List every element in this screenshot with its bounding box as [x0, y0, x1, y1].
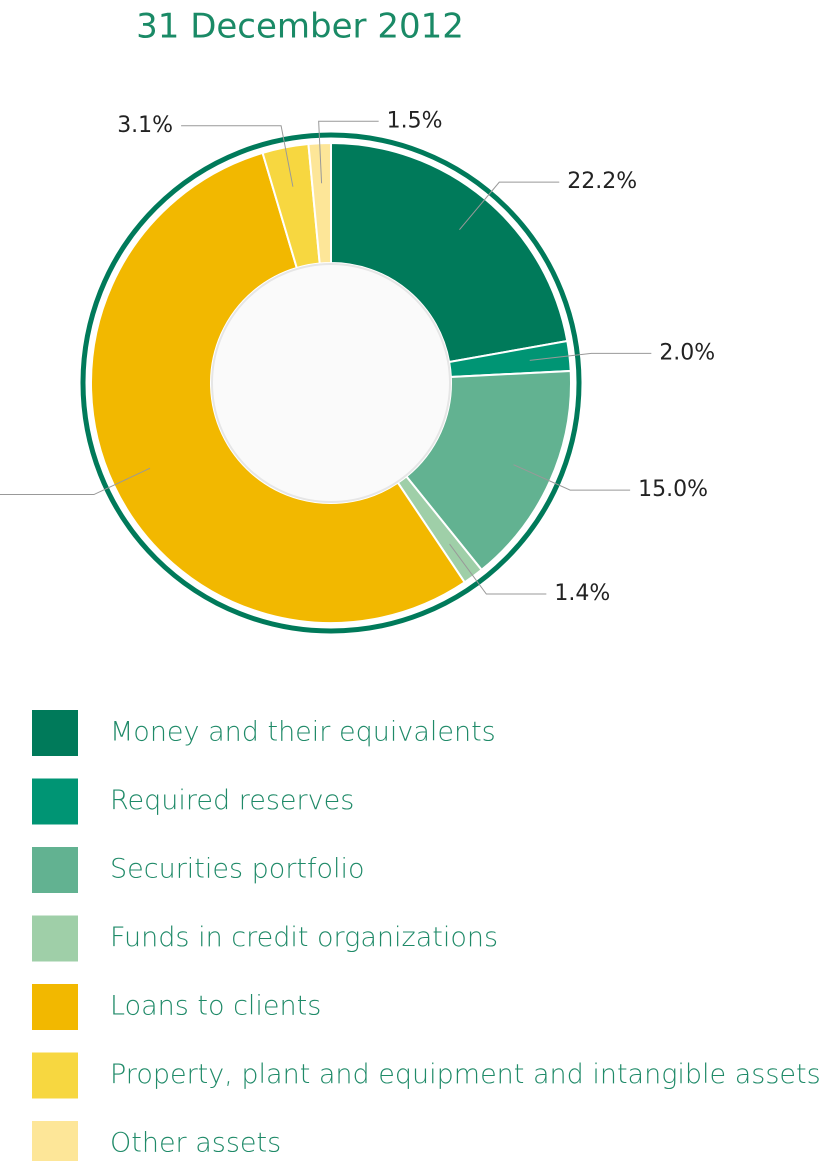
leader-line	[459, 181, 560, 231]
leader-line	[513, 464, 631, 491]
legend-swatch	[32, 778, 78, 825]
legend-label: Funds in credit organizations	[110, 922, 498, 953]
legend-swatch	[32, 915, 78, 962]
value-label: 2.0%	[659, 340, 715, 365]
legend-swatch	[32, 1052, 78, 1099]
leader-line	[529, 352, 652, 361]
value-label: 15.0%	[638, 477, 708, 502]
leader-line	[449, 543, 547, 595]
legend-swatch	[32, 984, 78, 1030]
legend-label: Property, plant and equipment and intang…	[110, 1059, 821, 1090]
legend-label: Securities portfolio	[110, 854, 365, 885]
leader-line	[0, 467, 151, 496]
donut-hole	[211, 263, 451, 503]
leader-line	[181, 125, 294, 187]
legend-label: Required reserves	[110, 785, 354, 816]
legend-label: Other assets	[110, 1128, 281, 1159]
value-label: 1.5%	[387, 108, 443, 133]
value-label: 3.1%	[117, 113, 173, 138]
outer-ring	[80, 132, 582, 634]
legend-swatch	[32, 710, 78, 756]
legend-label: Loans to clients	[110, 991, 321, 1022]
legend-swatch	[32, 847, 78, 893]
legend-label: Money and their equivalents	[110, 717, 496, 748]
value-label: 22.2%	[567, 169, 637, 194]
value-label: 1.4%	[554, 581, 610, 606]
leader-line	[318, 120, 379, 184]
chart-title: 31 December 2012	[136, 7, 464, 47]
legend-swatch	[32, 1121, 78, 1161]
